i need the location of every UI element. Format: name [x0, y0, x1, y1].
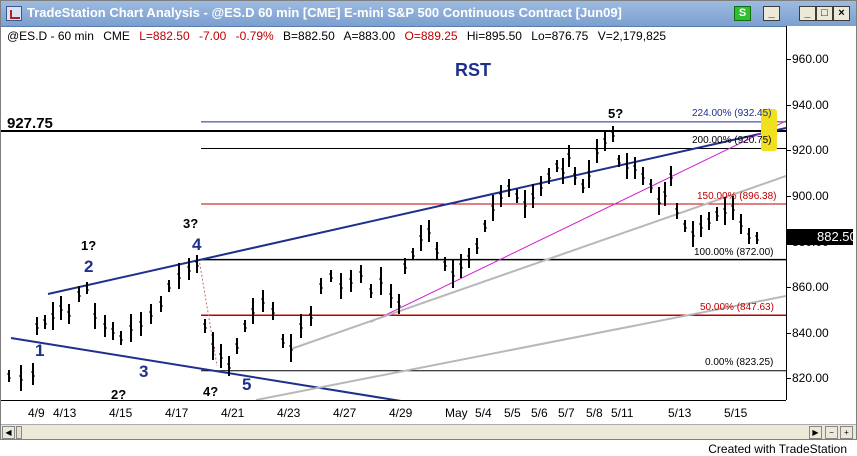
- y-tick: 900.00: [787, 189, 829, 203]
- close-window-button[interactable]: ×: [833, 6, 850, 21]
- chart-annotation-title: RST: [455, 60, 491, 80]
- info-open: O=889.25: [404, 29, 458, 43]
- price-axis[interactable]: 960.00 940.00 920.00 900.00 880.00 860.0…: [786, 26, 856, 400]
- horizontal-scrollbar[interactable]: ◀ ▶ − +: [1, 424, 856, 439]
- info-change: -7.00: [198, 29, 227, 43]
- time-axis[interactable]: 4/9 4/13 4/15 4/17 4/21 4/23 4/27 4/29 M…: [1, 400, 786, 425]
- price-chart[interactable]: [1, 26, 786, 400]
- info-change-pct: -0.79%: [235, 29, 274, 43]
- x-tick: 4/17: [165, 406, 189, 420]
- fib-label-50: 50.00% (847.63): [700, 302, 774, 313]
- x-tick: 4/9: [28, 406, 45, 420]
- last-price-marker: 882.50: [787, 229, 856, 245]
- title-bar[interactable]: TradeStation Chart Analysis - @ES.D 60 m…: [1, 1, 856, 27]
- fib-label-100: 100.00% (872.00): [694, 247, 774, 258]
- x-tick: 4/13: [53, 406, 77, 420]
- info-low: Lo=876.75: [531, 29, 589, 43]
- y-tick: 860.00: [787, 280, 829, 294]
- wave-label-2: 2: [84, 257, 94, 276]
- x-tick: 4/27: [333, 406, 357, 420]
- fib-label-150: 150.00% (896.38): [697, 191, 777, 202]
- y-tick: 920.00: [787, 143, 829, 157]
- y-tick: 940.00: [787, 98, 829, 112]
- x-tick: 5/6: [531, 406, 548, 420]
- x-tick: 5/13: [668, 406, 692, 420]
- info-ask: A=883.00: [343, 29, 396, 43]
- x-tick: 5/11: [611, 406, 634, 420]
- scroll-left-arrow-icon[interactable]: ◀: [2, 426, 15, 439]
- strategy-button[interactable]: S: [734, 6, 751, 21]
- x-tick: 5/5: [504, 406, 521, 420]
- wave-question-4: 4?: [203, 384, 219, 399]
- wave-question-3: 3?: [183, 216, 199, 231]
- minimize-button[interactable]: _: [763, 6, 780, 21]
- wave-question-5: 5?: [608, 106, 624, 121]
- info-volume: V=2,179,825: [597, 29, 667, 43]
- wave-question-2: 2?: [111, 387, 127, 402]
- symbol-info-line: @ES.D - 60 min CME L=882.50 -7.00 -0.79%…: [7, 29, 672, 43]
- tradestation-credit: Created with TradeStation: [708, 442, 847, 456]
- wave-label-5: 5: [242, 375, 252, 394]
- target-highlight: [761, 109, 777, 151]
- x-tick: 4/23: [277, 406, 301, 420]
- level-927-label: 927.75: [7, 115, 53, 132]
- maximize-window-button[interactable]: □: [816, 6, 833, 21]
- y-tick: 840.00: [787, 326, 829, 340]
- scroll-right-arrow-icon[interactable]: ▶: [809, 426, 822, 439]
- grey-trendline-lower: [255, 295, 786, 400]
- info-last: L=882.50: [139, 29, 190, 43]
- fib-label-200: 200.00% (920.75): [692, 135, 772, 146]
- grey-trendline-upper: [290, 175, 786, 350]
- fib-label-224: 224.00% (932.45): [692, 108, 772, 119]
- x-tick: 5/8: [586, 406, 603, 420]
- info-bid: B=882.50: [283, 29, 335, 43]
- y-tick: 960.00: [787, 52, 829, 66]
- wave-label-4: 4: [192, 235, 202, 254]
- y-tick: 820.00: [787, 371, 829, 385]
- info-high: Hi=895.50: [466, 29, 522, 43]
- chart-window: TradeStation Chart Analysis - @ES.D 60 m…: [0, 0, 857, 440]
- channel-upper-line: [47, 127, 786, 295]
- wave-label-3: 3: [139, 362, 149, 381]
- wave-question-1: 1?: [81, 238, 97, 253]
- dotted-wave-line: [198, 258, 218, 367]
- x-tick: 5/4: [475, 406, 492, 420]
- fib-label-0: 0.00% (823.25): [705, 357, 774, 368]
- minimize-window-button[interactable]: _: [799, 6, 816, 21]
- wave-label-1: 1: [35, 341, 45, 360]
- channel-lower-line: [10, 337, 402, 400]
- magenta-trendline: [370, 120, 786, 323]
- x-tick: 5/15: [724, 406, 748, 420]
- info-symbol: @ES.D - 60 min: [7, 29, 94, 43]
- x-tick: May: [445, 406, 468, 420]
- info-exchange: CME: [103, 29, 130, 43]
- zoom-in-icon[interactable]: +: [840, 426, 853, 439]
- zoom-out-icon[interactable]: −: [825, 426, 838, 439]
- x-tick: 4/21: [221, 406, 245, 420]
- scroll-thumb[interactable]: [16, 426, 22, 439]
- window-title: TradeStation Chart Analysis - @ES.D 60 m…: [27, 5, 622, 20]
- x-tick: 5/7: [558, 406, 575, 420]
- tradestation-app-icon: [6, 6, 22, 21]
- x-tick: 4/15: [109, 406, 133, 420]
- x-tick: 4/29: [389, 406, 413, 420]
